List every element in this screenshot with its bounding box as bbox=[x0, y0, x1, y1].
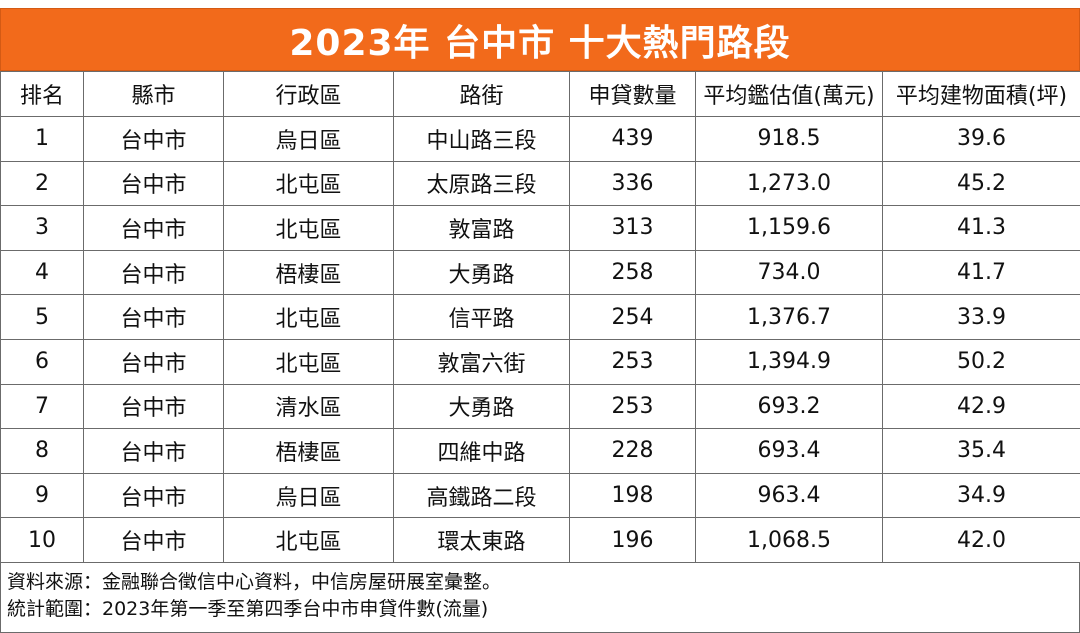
page-title: 2023年 台中市 十大熱門路段 bbox=[289, 22, 791, 64]
cell-city: 台中市 bbox=[83, 472, 224, 519]
header-district: 行政區 bbox=[223, 71, 394, 117]
cell-avg-area: 41.3 bbox=[882, 205, 1080, 251]
cell-city: 台中市 bbox=[83, 517, 224, 563]
cell-district: 烏日區 bbox=[223, 472, 394, 519]
table-row: 7 台中市 清水區 大勇路 253 693.2 42.9 bbox=[0, 383, 1080, 430]
cell-rank: 2 bbox=[0, 160, 84, 207]
hot-road-sections-table: 排名 縣市 行政區 路街 申貸數量 平均鑑估值(萬元) 平均建物面積(坪) 1 … bbox=[0, 71, 1080, 563]
cell-avg-appraisal: 693.4 bbox=[695, 428, 883, 474]
cell-rank: 10 bbox=[0, 517, 84, 563]
cell-loan-count: 258 bbox=[569, 249, 696, 296]
cell-road: 太原路三段 bbox=[393, 160, 570, 207]
cell-district: 清水區 bbox=[223, 383, 394, 430]
cell-avg-area: 39.6 bbox=[882, 116, 1080, 162]
cell-city: 台中市 bbox=[83, 205, 224, 251]
cell-city: 台中市 bbox=[83, 338, 224, 385]
cell-loan-count: 253 bbox=[569, 383, 696, 430]
cell-avg-appraisal: 1,273.0 bbox=[695, 160, 883, 207]
cell-avg-appraisal: 918.5 bbox=[695, 116, 883, 162]
cell-city: 台中市 bbox=[83, 428, 224, 474]
cell-city: 台中市 bbox=[83, 383, 224, 430]
header-avg-appraisal: 平均鑑估值(萬元) bbox=[695, 71, 883, 117]
table-row: 3 台中市 北屯區 敦富路 313 1,159.6 41.3 bbox=[0, 205, 1080, 251]
cell-loan-count: 228 bbox=[569, 428, 696, 474]
header-rank: 排名 bbox=[0, 71, 84, 117]
table-row: 9 台中市 烏日區 高鐵路二段 198 963.4 34.9 bbox=[0, 472, 1080, 519]
cell-district: 梧棲區 bbox=[223, 249, 394, 296]
cell-avg-appraisal: 1,159.6 bbox=[695, 205, 883, 251]
cell-road: 敦富路 bbox=[393, 205, 570, 251]
cell-district: 烏日區 bbox=[223, 116, 394, 162]
cell-loan-count: 313 bbox=[569, 205, 696, 251]
cell-rank: 6 bbox=[0, 338, 84, 385]
cell-loan-count: 196 bbox=[569, 517, 696, 563]
scope-note: 統計範圍：2023年第一季至第四季台中市申貸件數(流量) bbox=[7, 598, 489, 620]
cell-rank: 9 bbox=[0, 472, 84, 519]
cell-road: 大勇路 bbox=[393, 249, 570, 296]
table-row: 5 台中市 北屯區 信平路 254 1,376.7 33.9 bbox=[0, 294, 1080, 340]
cell-rank: 1 bbox=[0, 116, 84, 162]
footnote-box: 資料來源：金融聯合徵信中心資料，中信房屋研展室彙整。 統計範圍：2023年第一季… bbox=[0, 562, 1080, 633]
cell-district: 北屯區 bbox=[223, 294, 394, 340]
cell-city: 台中市 bbox=[83, 294, 224, 340]
header-road: 路街 bbox=[393, 71, 570, 117]
cell-loan-count: 254 bbox=[569, 294, 696, 340]
header-avg-area: 平均建物面積(坪) bbox=[882, 71, 1080, 117]
table-body: 1 台中市 烏日區 中山路三段 439 918.5 39.6 2 台中市 北屯區… bbox=[0, 116, 1080, 563]
cell-loan-count: 439 bbox=[569, 116, 696, 162]
cell-district: 北屯區 bbox=[223, 160, 394, 207]
cell-avg-area: 42.9 bbox=[882, 383, 1080, 430]
cell-rank: 8 bbox=[0, 428, 84, 474]
cell-avg-area: 42.0 bbox=[882, 517, 1080, 563]
cell-city: 台中市 bbox=[83, 116, 224, 162]
cell-road: 高鐵路二段 bbox=[393, 472, 570, 519]
cell-rank: 4 bbox=[0, 249, 84, 296]
table-row: 1 台中市 烏日區 中山路三段 439 918.5 39.6 bbox=[0, 116, 1080, 162]
cell-avg-appraisal: 1,394.9 bbox=[695, 338, 883, 385]
cell-rank: 5 bbox=[0, 294, 84, 340]
cell-road: 大勇路 bbox=[393, 383, 570, 430]
table-row: 2 台中市 北屯區 太原路三段 336 1,273.0 45.2 bbox=[0, 160, 1080, 207]
source-note: 資料來源：金融聯合徵信中心資料，中信房屋研展室彙整。 bbox=[7, 571, 502, 593]
title-banner: 2023年 台中市 十大熱門路段 bbox=[0, 8, 1080, 71]
cell-city: 台中市 bbox=[83, 249, 224, 296]
cell-avg-area: 33.9 bbox=[882, 294, 1080, 340]
cell-avg-appraisal: 1,376.7 bbox=[695, 294, 883, 340]
header-city: 縣市 bbox=[83, 71, 224, 117]
cell-district: 北屯區 bbox=[223, 205, 394, 251]
cell-loan-count: 336 bbox=[569, 160, 696, 207]
table-header-row: 排名 縣市 行政區 路街 申貸數量 平均鑑估值(萬元) 平均建物面積(坪) bbox=[0, 71, 1080, 117]
cell-road: 敦富六街 bbox=[393, 338, 570, 385]
table-row: 6 台中市 北屯區 敦富六街 253 1,394.9 50.2 bbox=[0, 338, 1080, 385]
table-row: 8 台中市 梧棲區 四維中路 228 693.4 35.4 bbox=[0, 428, 1080, 474]
cell-loan-count: 198 bbox=[569, 472, 696, 519]
header-loan-count: 申貸數量 bbox=[569, 71, 696, 117]
cell-avg-area: 34.9 bbox=[882, 472, 1080, 519]
cell-district: 北屯區 bbox=[223, 338, 394, 385]
cell-avg-appraisal: 734.0 bbox=[695, 249, 883, 296]
cell-avg-appraisal: 693.2 bbox=[695, 383, 883, 430]
cell-avg-area: 41.7 bbox=[882, 249, 1080, 296]
cell-city: 台中市 bbox=[83, 160, 224, 207]
cell-road: 信平路 bbox=[393, 294, 570, 340]
cell-loan-count: 253 bbox=[569, 338, 696, 385]
cell-avg-appraisal: 963.4 bbox=[695, 472, 883, 519]
cell-avg-area: 35.4 bbox=[882, 428, 1080, 474]
cell-avg-area: 45.2 bbox=[882, 160, 1080, 207]
cell-rank: 7 bbox=[0, 383, 84, 430]
cell-road: 中山路三段 bbox=[393, 116, 570, 162]
table-row: 4 台中市 梧棲區 大勇路 258 734.0 41.7 bbox=[0, 249, 1080, 296]
cell-district: 北屯區 bbox=[223, 517, 394, 563]
cell-road: 環太東路 bbox=[393, 517, 570, 563]
table-row: 10 台中市 北屯區 環太東路 196 1,068.5 42.0 bbox=[0, 517, 1080, 563]
cell-district: 梧棲區 bbox=[223, 428, 394, 474]
cell-avg-appraisal: 1,068.5 bbox=[695, 517, 883, 563]
cell-rank: 3 bbox=[0, 205, 84, 251]
cell-avg-area: 50.2 bbox=[882, 338, 1080, 385]
cell-road: 四維中路 bbox=[393, 428, 570, 474]
